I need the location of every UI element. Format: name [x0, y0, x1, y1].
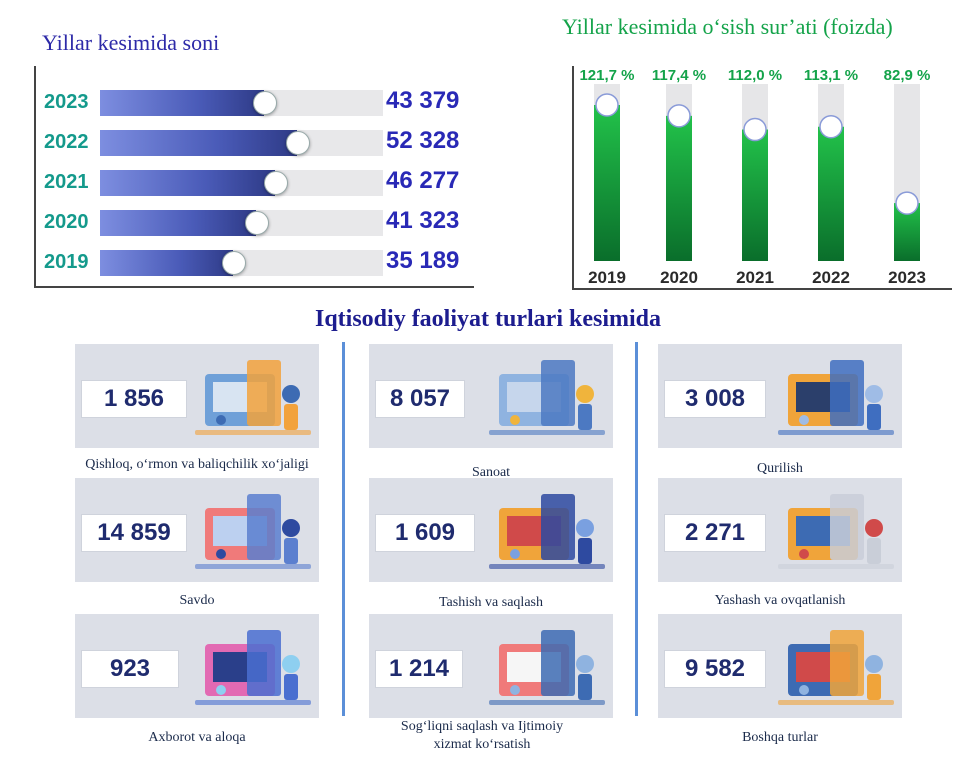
- bar-track: [100, 250, 383, 276]
- bar: [100, 170, 275, 196]
- sector-count: 3 008: [664, 380, 766, 418]
- growth-rate-chart: 121,7 % 2019 117,4 % 2020 112,0 % 2021 113,1 %…: [579, 67, 931, 287]
- growth-year-label: 2023: [888, 268, 926, 287]
- growth-bar: [594, 104, 620, 261]
- bar-track: [100, 90, 383, 116]
- sector-illustration: [187, 350, 317, 447]
- growth-bar: [666, 115, 692, 261]
- left-chart-axis: [34, 66, 36, 288]
- growth-value-label: 82,9 %: [884, 67, 931, 84]
- sector-label: Yashash va ovqatlanish: [714, 593, 846, 608]
- sector-illustration: [770, 620, 900, 717]
- sector-illustration: [481, 350, 611, 447]
- bar-year-label: 2021: [44, 171, 89, 193]
- growth-value-label: 117,4 %: [652, 67, 706, 84]
- bar-year-label: 2020: [44, 211, 89, 233]
- bar: [100, 250, 233, 276]
- growth-year-label: 2019: [588, 268, 626, 287]
- bar-year-label: 2023: [44, 91, 89, 113]
- truck-icon: [489, 494, 605, 569]
- growth-year-label: 2020: [660, 268, 698, 287]
- growth-year-label: 2022: [812, 268, 850, 287]
- sector-count: 1 214: [375, 650, 463, 688]
- bar-knob: [222, 251, 246, 275]
- sector-illustration: [481, 620, 611, 717]
- bar-knob: [253, 91, 277, 115]
- growth-bar-knob: [819, 114, 843, 139]
- bar-value-label: 43 379: [386, 87, 460, 114]
- sector-illustration: [481, 484, 611, 581]
- food-service-icon: [778, 494, 894, 569]
- sector-label: Axborot va aloqa: [148, 730, 246, 745]
- sector-card: 9 582: [658, 614, 902, 718]
- left-chart-title: Yillar kesimida soni: [42, 30, 220, 55]
- bar-knob: [286, 131, 310, 155]
- right-chart-baseline: [572, 288, 952, 290]
- bar-track: [100, 170, 383, 196]
- shopping-icon: [195, 494, 311, 569]
- bar-year-label: 2022: [44, 131, 89, 153]
- bar: [100, 130, 297, 156]
- section-title: Iqtisodiy faoliyat turlari kesimida: [314, 306, 662, 332]
- growth-bar-knob: [595, 93, 619, 117]
- sector-count: 9 582: [664, 650, 766, 688]
- sector-card: 2 271: [658, 478, 902, 582]
- sector-card: 8 057: [369, 344, 613, 448]
- it-icon: [195, 630, 311, 705]
- bar-value-label: 41 323: [386, 207, 460, 234]
- chart-growth-icon: [778, 630, 894, 705]
- sector-card: 1 609: [369, 478, 613, 582]
- growth-year-label: 2021: [736, 268, 774, 287]
- growth-bar: [818, 126, 844, 262]
- right-chart-axis: [572, 66, 574, 290]
- sector-label: Sanoat: [471, 465, 511, 480]
- sector-label: Qurilish: [757, 461, 803, 476]
- bar: [100, 90, 264, 116]
- sector-count: 2 271: [664, 514, 766, 552]
- sector-label: Tashish va saqlash: [438, 595, 543, 610]
- sector-illustration: [187, 620, 317, 717]
- sector-count: 1 609: [375, 514, 475, 552]
- factory-icon: [489, 360, 605, 435]
- bar-value-label: 46 277: [386, 167, 460, 194]
- health-icon: [489, 630, 605, 705]
- sector-card: 3 008: [658, 344, 902, 448]
- growth-value-label: 121,7 %: [579, 67, 634, 84]
- growth-bar-knob: [667, 104, 691, 128]
- column-divider: [635, 342, 638, 716]
- right-chart-title: Yillar kesimida o‘sish sur’ati (foizda): [562, 14, 893, 39]
- sector-illustration: [770, 350, 900, 447]
- bar: [100, 210, 256, 236]
- bar-track: [100, 210, 383, 236]
- sector-card: 923: [75, 614, 319, 718]
- bar-year-label: 2019: [44, 251, 89, 273]
- sector-label: Savdo: [179, 593, 215, 608]
- sector-card: 14 859: [75, 478, 319, 582]
- sector-count: 14 859: [81, 514, 187, 552]
- bar-track: [100, 130, 383, 156]
- construction-icon: [778, 360, 894, 435]
- sector-count: 923: [81, 650, 179, 688]
- sector-count: 8 057: [375, 380, 465, 418]
- growth-value-label: 112,0 %: [728, 67, 782, 84]
- sector-label: Boshqa turlar: [742, 730, 818, 745]
- bar-knob: [245, 211, 269, 235]
- sector-count: 1 856: [81, 380, 187, 418]
- sector-illustration: [770, 484, 900, 581]
- sector-label: Sog‘liqni saqlash va Ijtimoiy xizmat ko‘…: [400, 719, 564, 752]
- sector-card: 1 856: [75, 344, 319, 448]
- column-divider: [342, 342, 345, 716]
- farm-icon: [195, 360, 311, 435]
- bar-value-label: 35 189: [386, 247, 460, 274]
- sector-illustration: [187, 484, 317, 581]
- sector-card: 1 214: [369, 614, 613, 718]
- sector-label: Qishloq, o‘rmon va baliqchilik xo‘jaligi: [85, 457, 309, 472]
- bar-knob: [264, 171, 288, 195]
- left-chart-baseline: [34, 286, 474, 288]
- growth-bar-knob: [743, 117, 767, 142]
- growth-bar: [742, 129, 768, 261]
- growth-value-label: 113,1 %: [804, 67, 858, 84]
- bar-value-label: 52 328: [386, 127, 460, 154]
- growth-bar-knob: [895, 191, 919, 215]
